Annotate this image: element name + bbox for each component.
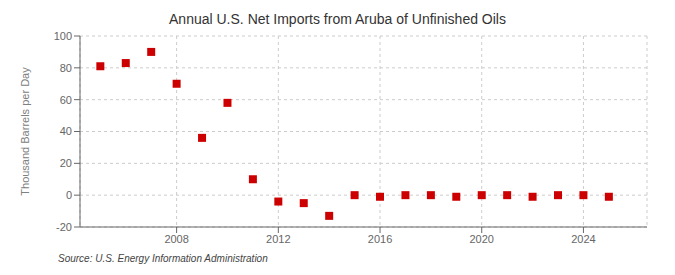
svg-text:2020: 2020	[469, 233, 493, 245]
svg-text:2012: 2012	[266, 233, 290, 245]
svg-text:20: 20	[60, 157, 72, 169]
svg-text:0: 0	[66, 189, 72, 201]
html-text:Source: U.S. Energy Informatio: Source: U.S. Energy Information Administ…	[58, 253, 268, 264]
svg-text:80: 80	[60, 62, 72, 74]
html-text:Annual U.S. Net Imports from A: Annual U.S. Net Imports from Aruba of Un…	[169, 11, 506, 27]
svg-text:40: 40	[60, 125, 72, 137]
svg-text:2024: 2024	[571, 233, 595, 245]
svg-text:100: 100	[54, 30, 72, 42]
svg-text:2008: 2008	[164, 233, 188, 245]
svg-text:Thousand Barrels per Day: Thousand Barrels per Day	[19, 67, 31, 196]
svg-text:2016: 2016	[368, 233, 392, 245]
svg-text:-20: -20	[56, 221, 72, 233]
svg-text:60: 60	[60, 94, 72, 106]
